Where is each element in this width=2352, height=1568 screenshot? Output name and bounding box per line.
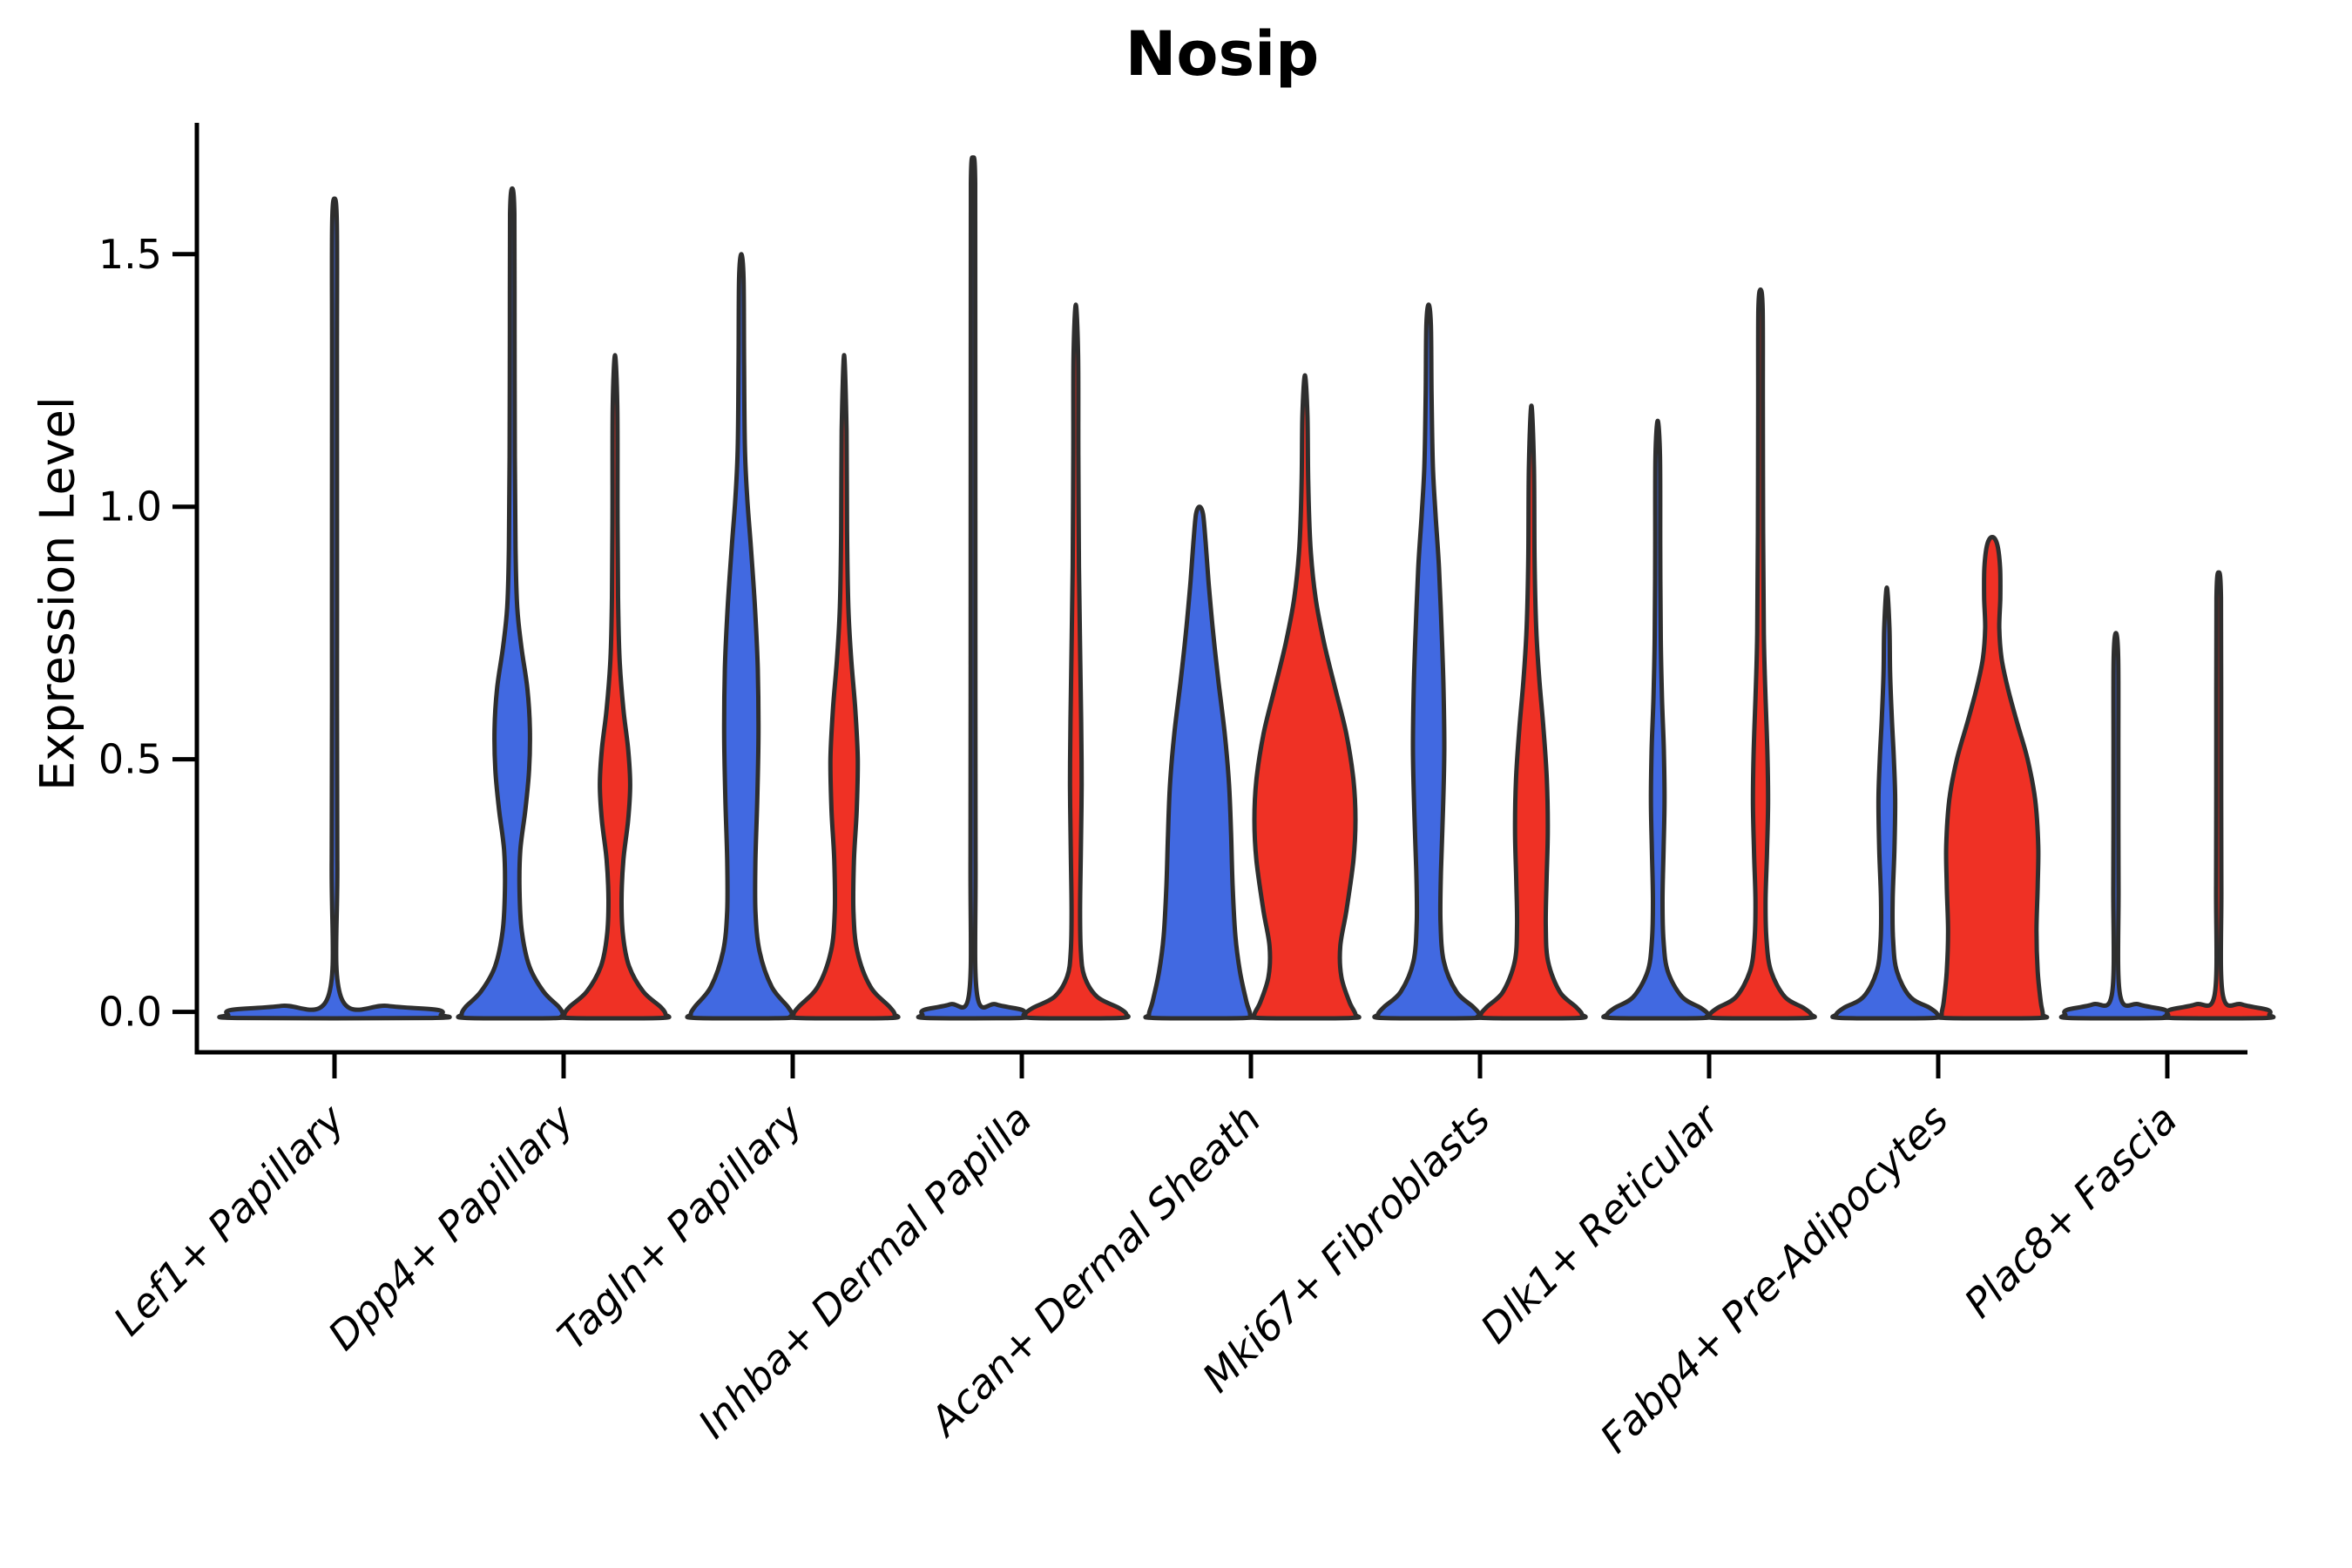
violin-plac8-fascia-red: [2161, 570, 2276, 1021]
violin-inhba-dermal-papilla-blue: [916, 155, 1031, 1021]
violin-dpp4-papillary-red: [558, 353, 672, 1021]
violin-mki67-fibroblasts-red: [1475, 403, 1588, 1021]
y-tick-label: 0.5: [98, 736, 162, 783]
violin-plac8-fascia-blue: [2058, 631, 2173, 1021]
x-category-label-dlk1-reticular: Dlk1+ Reticular: [1471, 1093, 1730, 1352]
x-category-label-lef1-papillary: Lef1+ Papillary: [105, 1095, 354, 1344]
violin-acan-dermal-sheath-red: [1248, 373, 1362, 1021]
violin-tagln-papillary-blue: [685, 252, 798, 1021]
x-category-label-dpp4-papillary: Dpp4+ Papillary: [319, 1095, 583, 1359]
violin-acan-dermal-sheath-blue: [1143, 504, 1256, 1021]
violin-tagln-papillary-red: [787, 353, 901, 1021]
y-tick-label: 1.0: [98, 483, 162, 531]
chart-title: Nosip: [1125, 18, 1320, 90]
violin-lef1-papillary-blue: [217, 196, 452, 1021]
y-tick-label: 1.5: [98, 231, 162, 278]
violin-inhba-dermal-papilla-red: [1021, 302, 1131, 1021]
violin-fabp4-pre-adipocytes-red: [1935, 535, 2050, 1021]
violin-dlk1-reticular-blue: [1601, 418, 1714, 1021]
violin-fabp4-pre-adipocytes-blue: [1830, 585, 1943, 1021]
y-tick-label: 0.0: [98, 989, 162, 1036]
violin-dpp4-papillary-blue: [456, 186, 569, 1021]
violin-dlk1-reticular-red: [1704, 287, 1817, 1021]
violin-mki67-fibroblasts-blue: [1372, 302, 1485, 1021]
x-category-label-tagln-papillary: Tagln+ Papillary: [548, 1095, 812, 1359]
x-category-label-plac8-fascia: Plac8+ Fascia: [1955, 1096, 2186, 1327]
